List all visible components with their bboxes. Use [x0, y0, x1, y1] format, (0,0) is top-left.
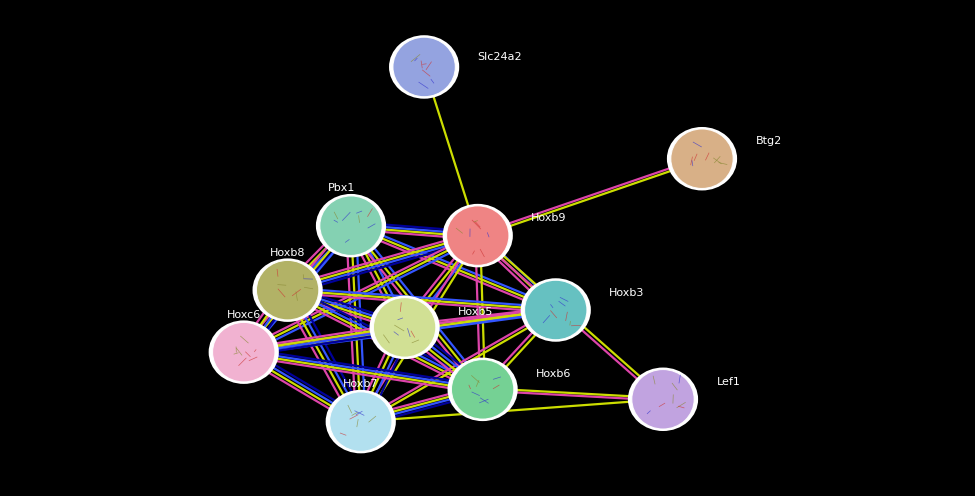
- Ellipse shape: [209, 320, 279, 384]
- Ellipse shape: [448, 358, 518, 421]
- Ellipse shape: [632, 370, 694, 429]
- Ellipse shape: [443, 204, 513, 267]
- Ellipse shape: [256, 260, 319, 320]
- Text: Lef1: Lef1: [717, 377, 740, 387]
- Text: Hoxb5: Hoxb5: [458, 308, 493, 317]
- Ellipse shape: [451, 360, 514, 419]
- Ellipse shape: [667, 127, 737, 190]
- Text: Pbx1: Pbx1: [328, 184, 355, 193]
- Ellipse shape: [320, 196, 382, 255]
- Ellipse shape: [330, 392, 392, 451]
- Text: Hoxb9: Hoxb9: [531, 213, 566, 223]
- Text: Slc24a2: Slc24a2: [478, 52, 523, 62]
- Ellipse shape: [521, 278, 591, 342]
- Ellipse shape: [389, 35, 459, 99]
- Ellipse shape: [326, 390, 396, 453]
- Text: Hoxc6: Hoxc6: [226, 310, 261, 320]
- Ellipse shape: [671, 129, 733, 188]
- Ellipse shape: [213, 322, 275, 382]
- Ellipse shape: [393, 37, 455, 97]
- Ellipse shape: [628, 368, 698, 431]
- Text: Hoxb8: Hoxb8: [270, 248, 305, 258]
- Text: Hoxb3: Hoxb3: [609, 288, 644, 298]
- Text: Btg2: Btg2: [756, 136, 782, 146]
- Ellipse shape: [373, 298, 436, 357]
- Ellipse shape: [447, 206, 509, 265]
- Text: Hoxb6: Hoxb6: [536, 370, 571, 379]
- Ellipse shape: [253, 258, 323, 322]
- Ellipse shape: [370, 296, 440, 359]
- Text: Hoxb7: Hoxb7: [343, 379, 378, 389]
- Ellipse shape: [316, 194, 386, 257]
- Ellipse shape: [525, 280, 587, 340]
